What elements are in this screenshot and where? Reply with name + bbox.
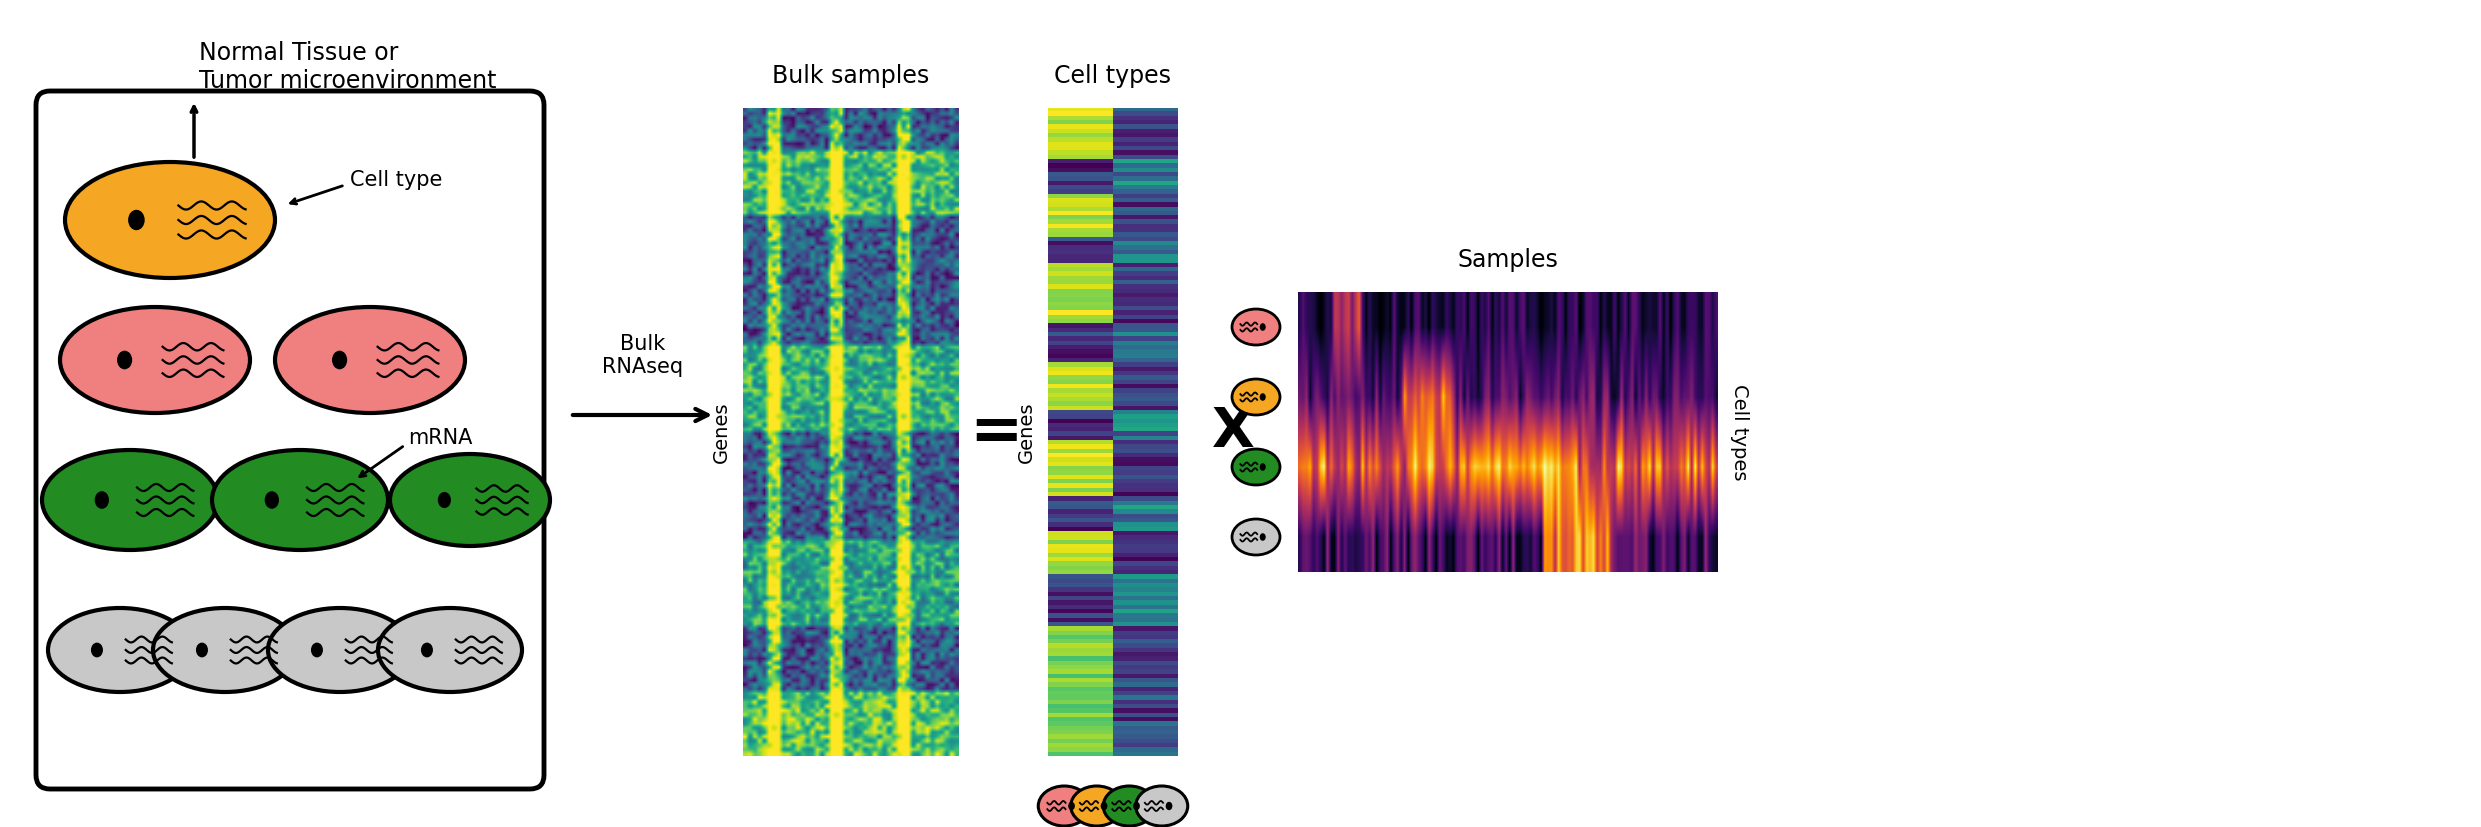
Ellipse shape <box>117 351 131 370</box>
Ellipse shape <box>94 491 109 509</box>
Ellipse shape <box>268 608 412 692</box>
Ellipse shape <box>129 210 144 230</box>
Ellipse shape <box>390 454 551 546</box>
Ellipse shape <box>1233 309 1280 345</box>
Ellipse shape <box>1233 379 1280 415</box>
Text: X: X <box>1211 405 1255 459</box>
Ellipse shape <box>154 608 298 692</box>
Ellipse shape <box>196 643 208 657</box>
Ellipse shape <box>1260 323 1265 331</box>
Ellipse shape <box>1136 786 1188 826</box>
Ellipse shape <box>1233 519 1280 555</box>
Ellipse shape <box>310 643 323 657</box>
Ellipse shape <box>1260 393 1265 401</box>
Ellipse shape <box>1260 463 1265 471</box>
Ellipse shape <box>1069 802 1074 810</box>
Ellipse shape <box>1260 533 1265 541</box>
Text: Normal Tissue or
Tumor microenvironment: Normal Tissue or Tumor microenvironment <box>198 41 496 93</box>
Text: Genes: Genes <box>712 401 729 463</box>
Ellipse shape <box>332 351 347 370</box>
Ellipse shape <box>1072 786 1124 826</box>
Text: mRNA: mRNA <box>407 428 471 448</box>
Ellipse shape <box>1233 449 1280 485</box>
Text: Bulk
RNAseq: Bulk RNAseq <box>603 334 682 377</box>
Ellipse shape <box>42 450 218 550</box>
Ellipse shape <box>65 162 275 278</box>
Text: Bulk samples: Bulk samples <box>772 64 928 88</box>
Text: Cell type: Cell type <box>350 170 442 190</box>
Ellipse shape <box>92 643 104 657</box>
Text: Samples: Samples <box>1456 248 1558 272</box>
Ellipse shape <box>437 492 452 508</box>
Ellipse shape <box>422 643 434 657</box>
Text: Genes: Genes <box>1017 401 1035 463</box>
Ellipse shape <box>211 450 387 550</box>
Ellipse shape <box>275 307 464 413</box>
Text: =: = <box>970 401 1022 463</box>
Ellipse shape <box>1104 786 1156 826</box>
FancyBboxPatch shape <box>37 91 543 789</box>
Text: Cell types: Cell types <box>1732 384 1749 480</box>
Ellipse shape <box>377 608 521 692</box>
Text: Cell types: Cell types <box>1054 64 1171 88</box>
Ellipse shape <box>1037 786 1089 826</box>
Ellipse shape <box>1102 802 1107 810</box>
Ellipse shape <box>47 608 191 692</box>
Ellipse shape <box>1166 802 1174 810</box>
Ellipse shape <box>265 491 278 509</box>
Ellipse shape <box>1134 802 1139 810</box>
Ellipse shape <box>60 307 251 413</box>
